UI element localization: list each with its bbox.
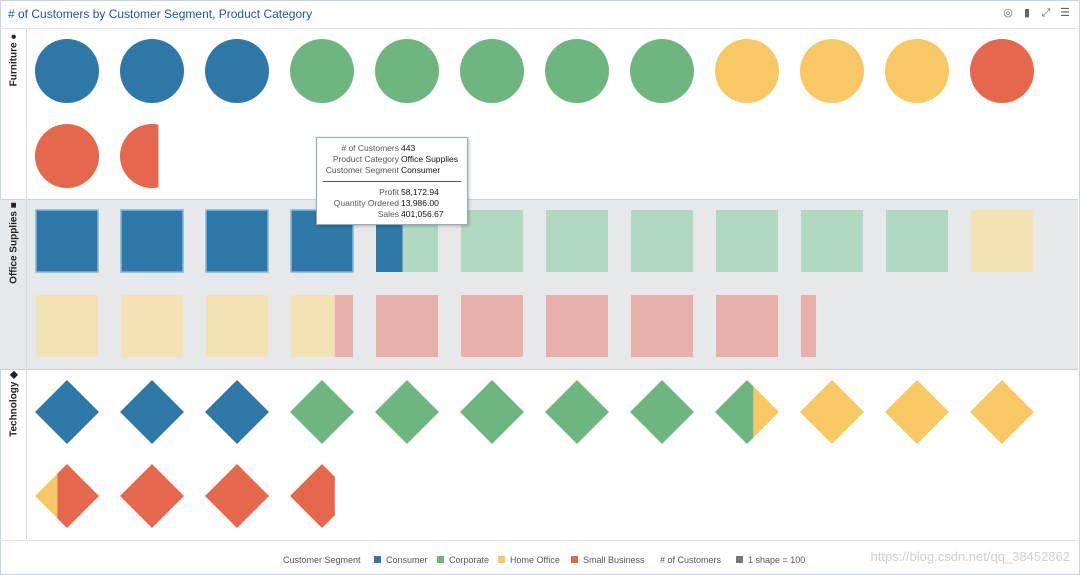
unit-shape-small-business[interactable]: [35, 124, 99, 188]
unit-shape-home-office[interactable]: [800, 380, 864, 444]
legend-measure-title: # of Customers: [660, 555, 722, 565]
unit-shape-corporate[interactable]: [460, 39, 524, 103]
watermark: https://blog.csdn.net/qq_38452862: [870, 549, 1071, 564]
unit-shape-corporate[interactable]: [886, 210, 948, 272]
unit-shape-consumer[interactable]: [35, 380, 99, 444]
unit-shape-small-business[interactable]: [376, 295, 438, 357]
tooltip-value: Office Supplies: [401, 154, 459, 164]
tooltip-divider: [323, 181, 461, 182]
legend-label-consumer[interactable]: Consumer: [386, 555, 428, 565]
legend-swatch-unit: [736, 556, 743, 563]
unit-shape-corporate[interactable]: [375, 39, 439, 103]
unit-shape-home-office[interactable]: [800, 39, 864, 103]
tooltip-key: Product Category: [332, 154, 399, 164]
unit-shape-corporate[interactable]: [631, 210, 693, 272]
legend: Customer Segment Consumer Corporate Home…: [0, 548, 1078, 570]
unit-shape-home-office[interactable]: [715, 39, 779, 103]
unit-shape-home-office[interactable]: [715, 380, 779, 444]
legend-unit-label: 1 shape = 100: [748, 555, 806, 565]
unit-shape-small-business[interactable]: [546, 295, 608, 357]
tooltip-key: Sales: [377, 209, 399, 219]
tooltip-value: 443: [401, 143, 416, 153]
unit-shape-small-business[interactable]: [120, 464, 184, 528]
legend-divider: [0, 540, 1078, 541]
unit-shape-small-business[interactable]: [120, 124, 184, 188]
unit-shape-home-office[interactable]: [35, 464, 99, 528]
target-icon[interactable]: ◎: [1003, 7, 1013, 19]
expand-icon[interactable]: ⤢: [1041, 7, 1051, 19]
tooltip-key: # of Customers: [341, 143, 399, 153]
legend-swatch-small-business[interactable]: [571, 556, 578, 563]
chart-toolbar: ◎ ▮ ⤢ ☰: [1001, 6, 1072, 20]
unit-shape-small-business[interactable]: [35, 464, 99, 528]
unit-shape-corporate[interactable]: [461, 210, 523, 272]
unit-shape-corporate[interactable]: [716, 210, 778, 272]
unit-shape-home-office[interactable]: [885, 380, 949, 444]
unit-shape-home-office[interactable]: [121, 295, 183, 357]
unit-shape-corporate[interactable]: [545, 39, 609, 103]
unit-shape-corporate[interactable]: [545, 380, 609, 444]
bar-chart-icon[interactable]: ▮: [1023, 7, 1031, 19]
unit-shape-home-office[interactable]: [36, 295, 98, 357]
tooltip-value: Consumer: [401, 165, 441, 175]
unit-shape-plot: [35, 39, 1034, 528]
legend-label-corporate[interactable]: Corporate: [449, 555, 490, 565]
unit-shape-home-office[interactable]: [291, 295, 353, 357]
unit-shape-corporate[interactable]: [630, 39, 694, 103]
unit-shape-corporate[interactable]: [546, 210, 608, 272]
tooltip-key: Profit: [379, 187, 399, 197]
tooltip-value: 401,056.67: [401, 209, 444, 219]
legend-label-home-office[interactable]: Home Office: [510, 555, 560, 565]
unit-shape-consumer[interactable]: [205, 380, 269, 444]
legend-swatch-consumer[interactable]: [374, 556, 381, 563]
unit-shape-small-business[interactable]: [205, 464, 269, 528]
tooltip-key: Customer Segment: [325, 165, 399, 175]
unit-shape-home-office[interactable]: [971, 210, 1033, 272]
tooltip: # of Customers 443 Product Category Office…: [316, 137, 468, 225]
unit-shape-consumer[interactable]: [120, 39, 184, 103]
unit-shape-corporate[interactable]: [375, 380, 439, 444]
unit-shape-small-business[interactable]: [291, 295, 353, 357]
legend-swatch-corporate[interactable]: [437, 556, 444, 563]
unit-shape-consumer[interactable]: [205, 39, 269, 103]
tooltip-value: 58,172.94: [401, 187, 439, 197]
unit-shape-corporate[interactable]: [290, 380, 354, 444]
unit-shape-consumer[interactable]: [35, 39, 99, 103]
unit-shape-consumer[interactable]: [120, 209, 184, 273]
unit-shape-corporate[interactable]: [460, 380, 524, 444]
unit-shape-home-office[interactable]: [206, 295, 268, 357]
row-divider: [0, 369, 1078, 370]
unit-shape-home-office[interactable]: [885, 39, 949, 103]
tooltip-key: Quantity Ordered: [333, 198, 399, 208]
header-divider: [0, 28, 1078, 29]
unit-shape-small-business[interactable]: [290, 464, 354, 528]
unit-shape-small-business[interactable]: [461, 295, 523, 357]
chart-title: # of Customers by Customer Segment, Prod…: [8, 7, 313, 21]
unit-shape-consumer[interactable]: [205, 209, 269, 273]
unit-shape-small-business[interactable]: [801, 295, 863, 357]
unit-shape-small-business[interactable]: [631, 295, 693, 357]
menu-icon[interactable]: ☰: [1060, 7, 1070, 19]
legend-title: Customer Segment: [283, 555, 361, 565]
unit-shape-consumer[interactable]: [120, 380, 184, 444]
unit-shape-corporate[interactable]: [290, 39, 354, 103]
unit-shape-consumer[interactable]: [35, 209, 99, 273]
tooltip-value: 13,986.00: [401, 198, 439, 208]
unit-shape-corporate[interactable]: [801, 210, 863, 272]
legend-label-small-business[interactable]: Small Business: [583, 555, 645, 565]
unit-shape-small-business[interactable]: [970, 39, 1034, 103]
row-label-column: [0, 29, 27, 539]
unit-shape-corporate[interactable]: [630, 380, 694, 444]
legend-swatch-home-office[interactable]: [498, 556, 505, 563]
unit-shape-corporate[interactable]: [715, 380, 779, 444]
row-divider: [0, 199, 1078, 200]
unit-shape-home-office[interactable]: [970, 380, 1034, 444]
unit-shape-small-business[interactable]: [716, 295, 778, 357]
